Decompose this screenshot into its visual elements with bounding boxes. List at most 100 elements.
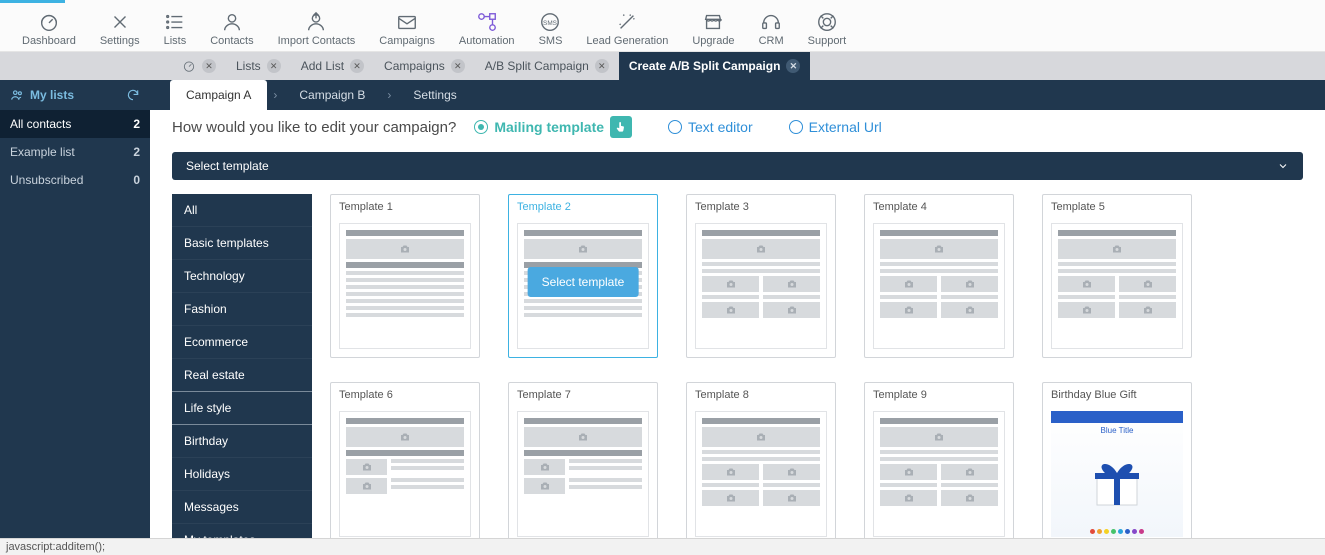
template-category-list: AllBasic templatesTechnologyFashionEcomm… xyxy=(172,194,312,541)
chevron-right-icon: › xyxy=(381,88,397,102)
category-ecommerce[interactable]: Ecommerce xyxy=(172,326,312,359)
select-template-bar-label: Select template xyxy=(186,159,269,173)
template-card-template-9[interactable]: Template 9 xyxy=(864,382,1014,541)
refresh-icon[interactable] xyxy=(126,88,140,102)
chevron-down-icon xyxy=(1277,160,1289,172)
template-title: Template 1 xyxy=(331,195,479,219)
nav-contacts[interactable]: Contacts xyxy=(198,6,265,52)
svg-text:SMS: SMS xyxy=(544,19,558,26)
category-real-estate[interactable]: Real estate xyxy=(172,359,312,392)
template-card-template-1[interactable]: Template 1 xyxy=(330,194,480,358)
nav-settings[interactable]: Settings xyxy=(88,6,152,52)
edit-option-external-url[interactable]: External Url xyxy=(789,119,882,135)
radio-dot xyxy=(668,120,682,134)
tab-a-b-split-campaign[interactable]: A/B Split Campaign ✕ xyxy=(475,52,619,80)
nav-sms[interactable]: SMS SMS xyxy=(527,6,575,52)
status-text: javascript:additem(); xyxy=(6,541,105,553)
category-technology[interactable]: Technology xyxy=(172,260,312,293)
sidebar-item-label: Example list xyxy=(10,145,75,159)
template-thumbnail xyxy=(873,223,1005,349)
template-card-template-7[interactable]: Template 7 xyxy=(508,382,658,541)
nav-lead-generation[interactable]: Lead Generation xyxy=(574,6,680,52)
sidebar-item-unsubscribed[interactable]: Unsubscribed0 xyxy=(0,166,150,194)
people-icon xyxy=(10,88,24,102)
template-card-template-5[interactable]: Template 5 xyxy=(1042,194,1192,358)
category-holidays[interactable]: Holidays xyxy=(172,458,312,491)
tab-lists[interactable]: Lists ✕ xyxy=(226,52,291,80)
nav-label: Support xyxy=(808,35,847,47)
radio-dot xyxy=(474,120,488,134)
category-fashion[interactable]: Fashion xyxy=(172,293,312,326)
edit-option-text-editor[interactable]: Text editor xyxy=(668,119,753,135)
step-campaign-a[interactable]: Campaign A xyxy=(170,80,267,110)
nav-label: Lead Generation xyxy=(586,35,668,47)
tab-label: Add List xyxy=(301,59,344,73)
select-template-bar[interactable]: Select template xyxy=(172,152,1303,180)
top-nav: Dashboard Settings Lists Contacts Import Con… xyxy=(0,0,1325,52)
nav-campaigns[interactable]: Campaigns xyxy=(367,6,447,52)
tab-home[interactable]: ✕ xyxy=(172,52,226,80)
select-template-button[interactable]: Select template xyxy=(528,267,639,297)
nav-dashboard[interactable]: Dashboard xyxy=(10,6,88,52)
tab-create-a-b-split-campaign[interactable]: Create A/B Split Campaign ✕ xyxy=(619,52,811,80)
template-title: Template 9 xyxy=(865,383,1013,407)
sidebar-header: My lists xyxy=(0,80,150,110)
close-icon[interactable]: ✕ xyxy=(786,59,800,73)
template-card-template-4[interactable]: Template 4 xyxy=(864,194,1014,358)
template-card-template-3[interactable]: Template 3 xyxy=(686,194,836,358)
template-thumbnail xyxy=(1051,223,1183,349)
template-card-template-8[interactable]: Template 8 xyxy=(686,382,836,541)
template-title: Template 4 xyxy=(865,195,1013,219)
nav-lists[interactable]: Lists xyxy=(152,6,199,52)
question-text: How would you like to edit your campaign… xyxy=(172,119,456,136)
category-birthday[interactable]: Birthday xyxy=(172,425,312,458)
close-icon[interactable]: ✕ xyxy=(451,59,465,73)
template-card-birthday-blue-gift[interactable]: Birthday Blue GiftBlue Title xyxy=(1042,382,1192,541)
chevron-right-icon: › xyxy=(267,88,283,102)
close-icon[interactable]: ✕ xyxy=(350,59,364,73)
tab-label: Lists xyxy=(236,59,261,73)
step-settings[interactable]: Settings xyxy=(397,80,472,110)
nav-import-contacts[interactable]: Import Contacts xyxy=(266,6,368,52)
template-thumbnail xyxy=(339,411,471,537)
edit-option-label: External Url xyxy=(809,119,882,135)
template-thumbnail xyxy=(695,223,827,349)
nav-label: Dashboard xyxy=(22,35,76,47)
tab-label: A/B Split Campaign xyxy=(485,59,589,73)
campaign-step-bar: Campaign A›Campaign B›Settings xyxy=(150,80,1325,110)
category-basic-templates[interactable]: Basic templates xyxy=(172,227,312,260)
template-card-template-6[interactable]: Template 6 xyxy=(330,382,480,541)
my-lists-sidebar: My lists All contacts2Example list2Unsub… xyxy=(0,80,150,555)
sidebar-item-example-list[interactable]: Example list2 xyxy=(0,138,150,166)
loading-progress xyxy=(0,0,65,3)
template-title: Template 3 xyxy=(687,195,835,219)
nav-label: Contacts xyxy=(210,35,253,47)
tab-label: Create A/B Split Campaign xyxy=(629,59,781,73)
tab-campaigns[interactable]: Campaigns✕ xyxy=(374,52,475,80)
nav-automation[interactable]: Automation xyxy=(447,6,527,52)
category-life-style[interactable]: Life style xyxy=(172,392,312,425)
sidebar-item-all-contacts[interactable]: All contacts2 xyxy=(0,110,150,138)
template-title: Template 8 xyxy=(687,383,835,407)
close-icon[interactable]: ✕ xyxy=(267,59,281,73)
template-thumbnail xyxy=(695,411,827,537)
sidebar-title: My lists xyxy=(30,88,74,102)
template-thumbnail xyxy=(873,411,1005,537)
category-all[interactable]: All xyxy=(172,194,312,227)
nav-label: SMS xyxy=(539,35,563,47)
template-thumbnail xyxy=(517,411,649,537)
close-icon[interactable]: ✕ xyxy=(202,59,216,73)
nav-support[interactable]: Support xyxy=(796,6,859,52)
nav-upgrade[interactable]: Upgrade xyxy=(680,6,746,52)
edit-option-mailing-template[interactable]: Mailing template xyxy=(474,116,632,138)
category-messages[interactable]: Messages xyxy=(172,491,312,524)
template-title: Template 7 xyxy=(509,383,657,407)
nav-crm[interactable]: CRM xyxy=(747,6,796,52)
tab-strip: ✕Lists✕Add List✕Campaigns✕A/B Split Camp… xyxy=(0,52,1325,80)
tab-add-list[interactable]: Add List ✕ xyxy=(291,52,374,80)
close-icon[interactable]: ✕ xyxy=(595,59,609,73)
step-campaign-b[interactable]: Campaign B xyxy=(283,80,381,110)
nav-label: Lists xyxy=(164,35,187,47)
template-title: Template 5 xyxy=(1043,195,1191,219)
template-card-template-2[interactable]: Template 2Select template xyxy=(508,194,658,358)
